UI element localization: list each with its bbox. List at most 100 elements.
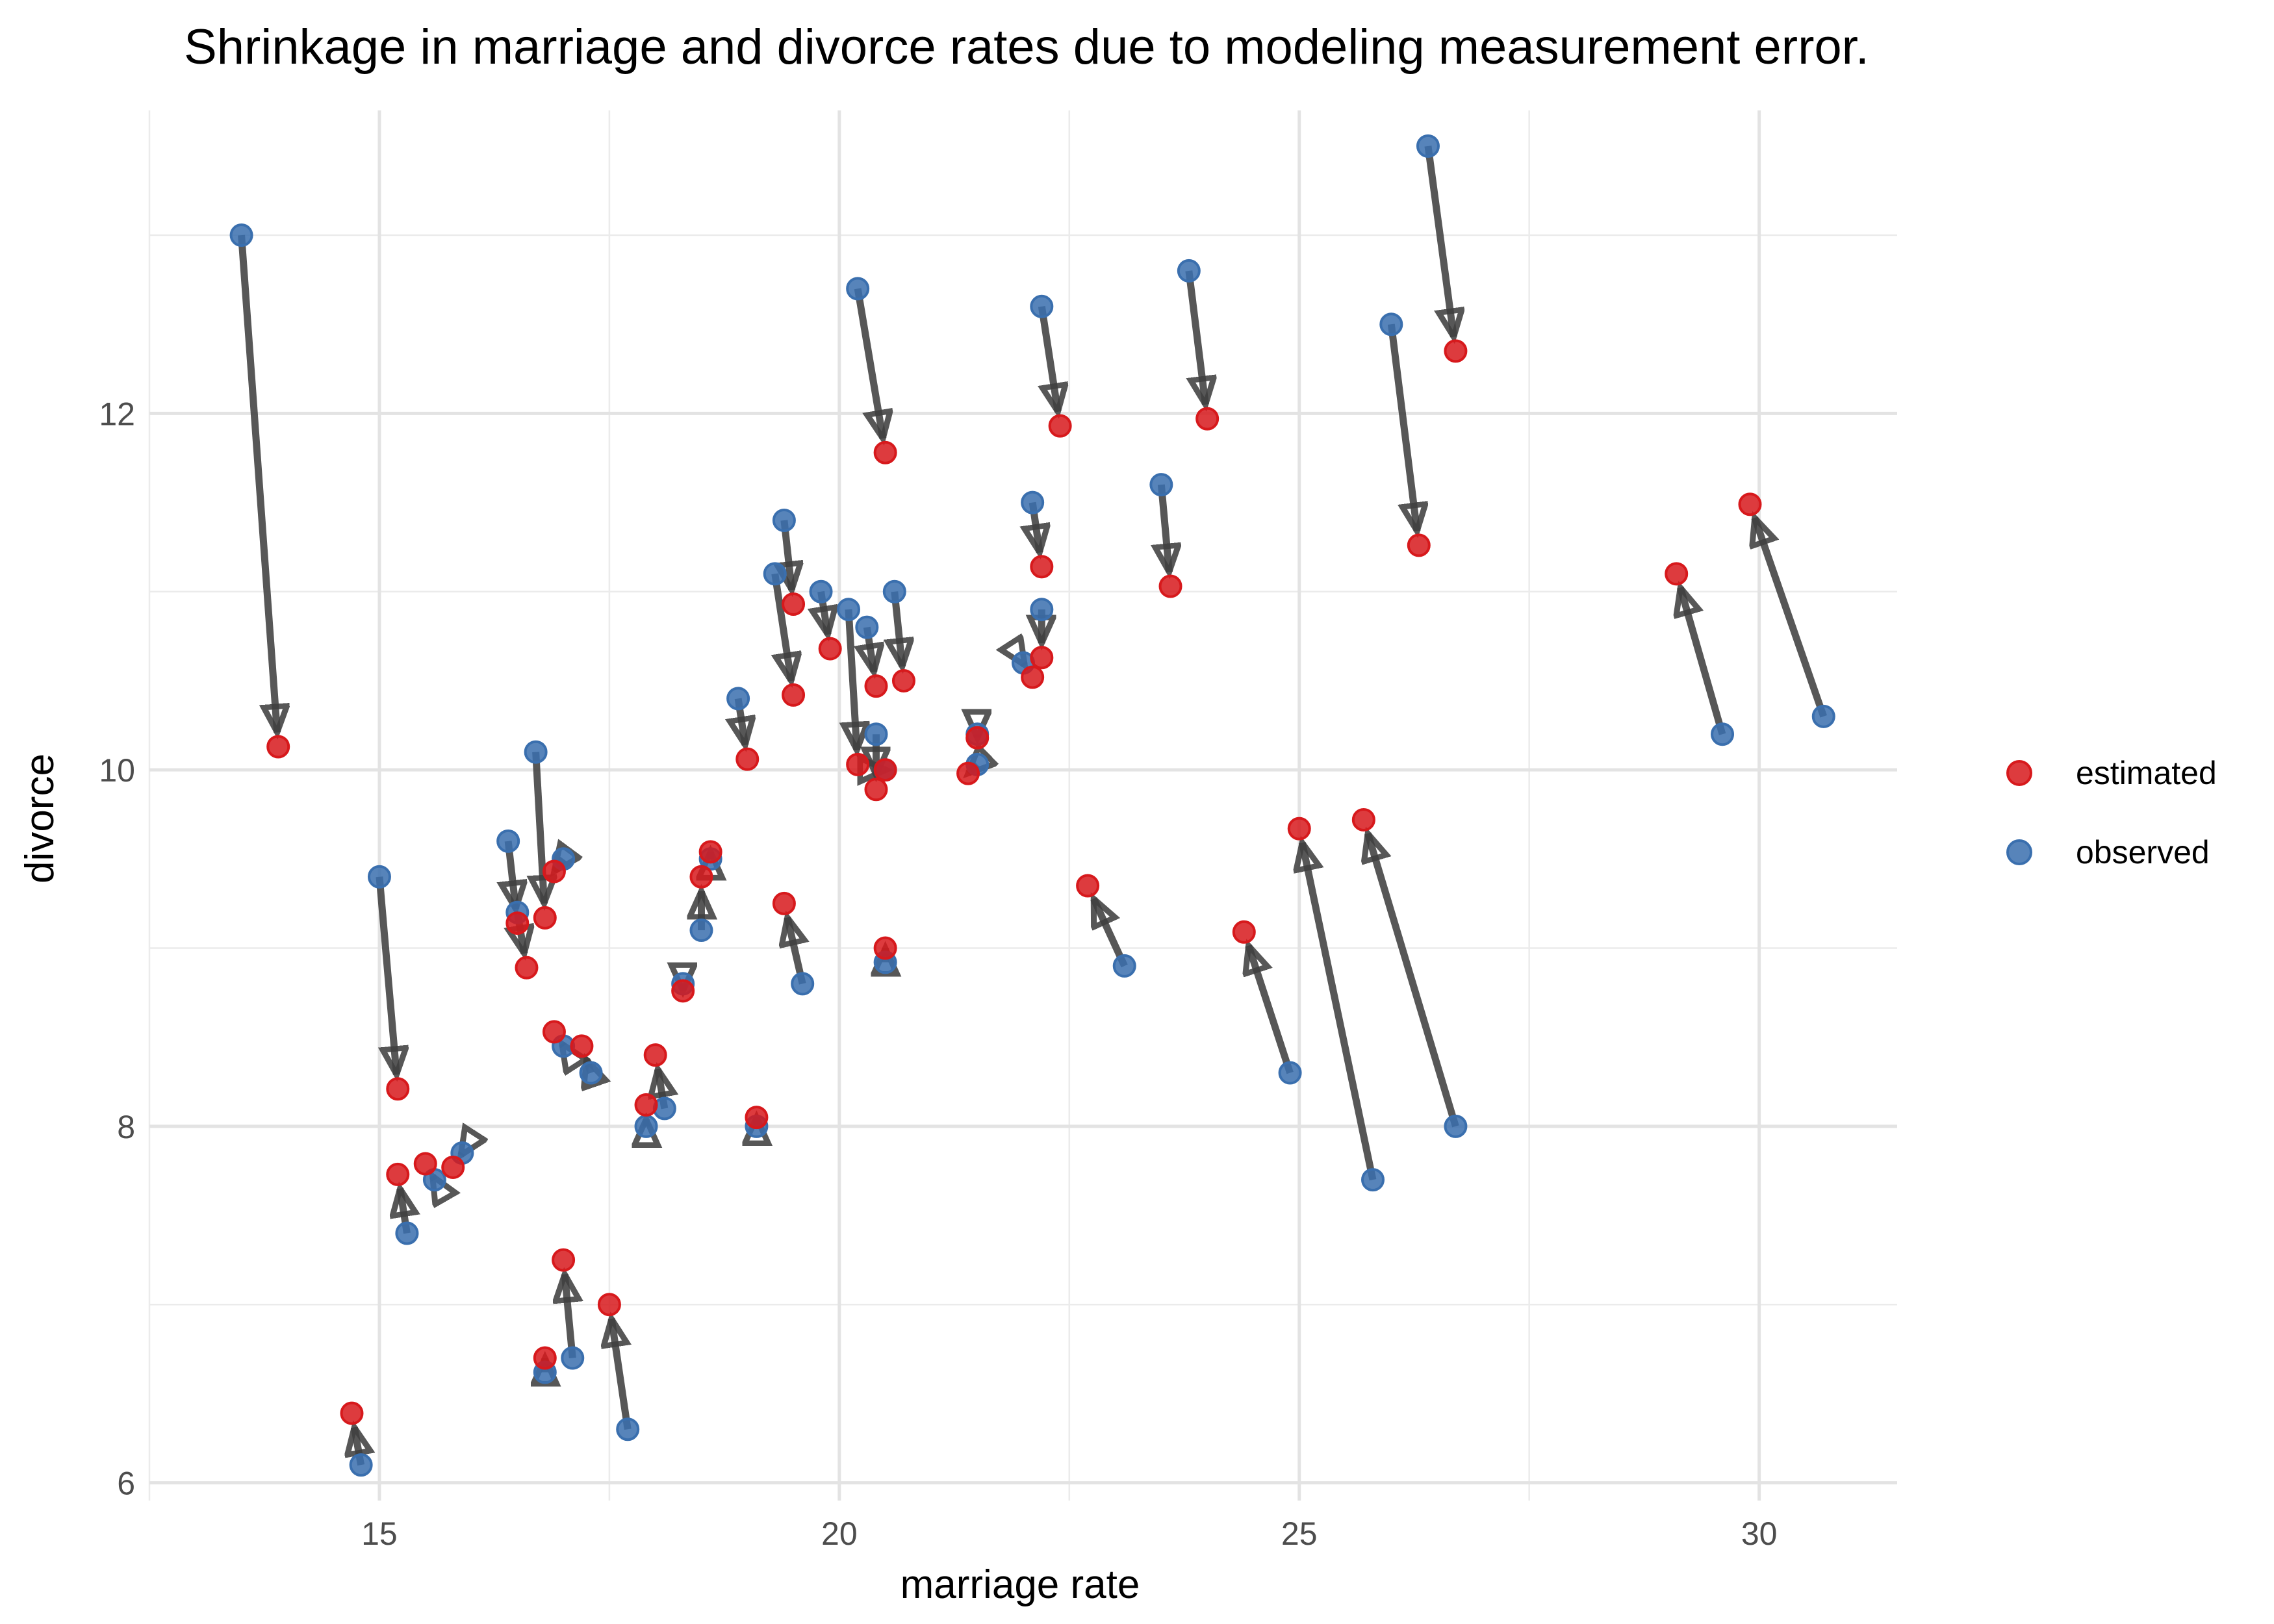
observed-point (616, 1417, 640, 1441)
estimated-point (533, 1346, 557, 1370)
observed-point (837, 598, 860, 622)
observed-point (1444, 1114, 1468, 1138)
estimated-point (386, 1077, 410, 1101)
observed-point (1416, 134, 1440, 158)
y-axis-ticks: 6 8 10 12 (99, 396, 135, 1501)
estimated-point (515, 956, 539, 980)
shrinkage-arrow (1680, 587, 1726, 735)
shrinkage-arrow (1424, 146, 1454, 337)
observed-point (496, 829, 520, 853)
estimated-point (505, 911, 530, 935)
estimated-point (1407, 533, 1431, 557)
estimated-point (818, 637, 842, 661)
y-tick-label: 6 (117, 1465, 135, 1502)
observed-point (1711, 722, 1734, 746)
observed-point (1021, 490, 1045, 514)
shrinkage-arrow (849, 609, 857, 750)
estimated-point (340, 1401, 364, 1425)
estimated-point (864, 674, 888, 698)
estimated-point (542, 859, 566, 883)
chart-title: Shrinkage in marriage and divorce rates … (184, 19, 1869, 75)
estimated-point (1351, 807, 1375, 831)
observed-point (229, 223, 253, 247)
observed-point (634, 1114, 658, 1138)
estimated-point (1158, 574, 1182, 598)
shrinkage-arrow (536, 752, 544, 904)
observed-series (229, 134, 1835, 1477)
observed-point (1030, 294, 1054, 318)
estimated-point (533, 906, 557, 930)
estimated-point (597, 1293, 621, 1317)
estimated-point (956, 761, 980, 785)
observed-point (1177, 259, 1201, 283)
observed-point (579, 1061, 603, 1085)
observed-point (367, 865, 391, 889)
estimated-point (864, 778, 888, 802)
major-gridlines (149, 110, 1897, 1501)
observed-point (809, 579, 833, 603)
legend-label-observed: observed (2076, 834, 2210, 870)
observed-point (726, 687, 750, 711)
observed-point (1361, 1168, 1385, 1192)
observed-point (1811, 704, 1835, 728)
estimated-point (542, 1020, 566, 1044)
shrinkage-arrow (1185, 270, 1206, 405)
observed-point (1379, 312, 1403, 336)
estimated-point (689, 865, 713, 889)
shrinkage-arrow (238, 235, 277, 732)
estimated-point (634, 1093, 658, 1117)
estimated-point (1287, 817, 1311, 841)
shrinkage-arrows (238, 146, 1827, 1466)
observed-point (772, 509, 796, 533)
estimated-point (413, 1152, 437, 1176)
estimated-point (1076, 874, 1100, 898)
legend-label-estimated: estimated (2076, 755, 2217, 791)
shrinkage-arrow (1249, 946, 1294, 1074)
observed-point (1278, 1061, 1302, 1085)
estimated-point (873, 758, 897, 782)
estimated-point (570, 1034, 594, 1058)
observed-point (855, 615, 879, 639)
shrinkage-arrow (1387, 324, 1417, 531)
estimated-point (266, 735, 290, 759)
observed-point (1112, 954, 1136, 978)
y-tick-label: 10 (99, 752, 135, 789)
observed-point (846, 277, 870, 301)
estimated-series (266, 339, 1762, 1425)
estimated-point (698, 840, 722, 864)
observed-point (524, 740, 548, 764)
shrinkage-arrow (854, 288, 883, 438)
minor-gridlines (148, 110, 1897, 1501)
observed-point (1149, 473, 1173, 497)
estimated-point (1232, 920, 1256, 944)
y-tick-label: 12 (99, 396, 135, 432)
observed-point (395, 1221, 419, 1245)
observed-point (864, 722, 888, 746)
observed-point (791, 972, 815, 996)
shrinkage-arrow (1090, 898, 1128, 968)
legend-key-observed (2006, 839, 2032, 865)
estimated-point (386, 1162, 410, 1186)
shrinkage-arrow (1302, 843, 1377, 1181)
estimated-point (441, 1155, 465, 1179)
shrinkage-arrow (1161, 484, 1169, 572)
estimated-point (772, 891, 796, 915)
estimated-point (1021, 665, 1045, 689)
shrinkage-arrow (1755, 518, 1827, 718)
estimated-point (671, 979, 695, 1003)
shrinkage-arrow (376, 876, 396, 1075)
estimated-point (891, 668, 915, 692)
x-tick-label: 15 (361, 1516, 398, 1552)
estimated-point (1738, 492, 1762, 516)
observed-point (1030, 598, 1054, 622)
y-tick-label: 8 (117, 1109, 135, 1145)
x-axis-title: marriage rate (901, 1562, 1140, 1607)
plot-panel (148, 110, 1897, 1501)
shrinkage-arrow (1041, 305, 1058, 412)
shrinkage-arrow (895, 591, 902, 666)
legend-key-estimated (2006, 760, 2032, 786)
estimated-point (873, 440, 897, 464)
legend: estimated observed (2006, 755, 2217, 870)
observed-point (882, 579, 906, 603)
